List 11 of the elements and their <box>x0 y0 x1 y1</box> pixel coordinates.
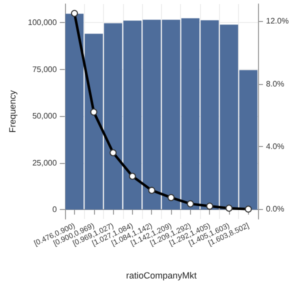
y-tick-label: 100,000 <box>28 18 58 28</box>
y-axis-title: Frequency <box>8 90 18 133</box>
y-tick-label: 25,000 <box>32 158 58 168</box>
y2-tick-label: 4.0% <box>266 142 284 151</box>
y2-tick-label: 12.0% <box>266 16 289 26</box>
x-axis-title: ratioCompanyMkt <box>126 270 198 280</box>
y-tick-label: 50,000 <box>32 112 58 121</box>
y2-tick-label: 0.0% <box>266 204 284 214</box>
y-tick-label: 75,000 <box>32 64 58 74</box>
y-tick-label: 0 <box>52 205 58 214</box>
y2-tick-label: 8.0% <box>266 79 284 88</box>
